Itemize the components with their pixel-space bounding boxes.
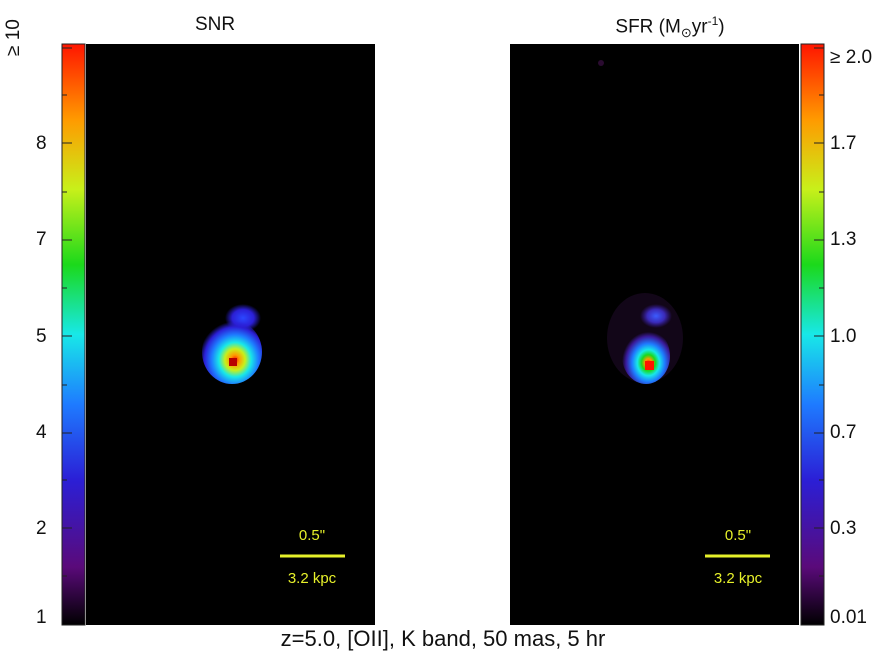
right-tick-1-0: 1.0 bbox=[830, 326, 857, 347]
right-faint-pixel bbox=[598, 60, 604, 66]
right-tick-0-01: 0.01 bbox=[830, 607, 867, 628]
figure-caption: z=5.0, [OII], K band, 50 mas, 5 hr bbox=[280, 626, 606, 651]
left-peak-pixel bbox=[229, 358, 237, 366]
right-tick-1-7: 1.7 bbox=[830, 133, 857, 154]
right-colorbar bbox=[800, 43, 825, 626]
left-tick-8: 8 bbox=[36, 133, 47, 154]
exponent: -1 bbox=[707, 14, 719, 28]
left-colorbar bbox=[61, 43, 86, 626]
solar-symbol: ⊙ bbox=[680, 25, 692, 41]
left-tick-7: 7 bbox=[36, 229, 47, 250]
right-scale-angular: 0.5" bbox=[725, 527, 751, 544]
left-panel-title: SNR bbox=[194, 14, 236, 35]
left-tick-1: 1 bbox=[36, 607, 47, 628]
left-scale-angular: 0.5" bbox=[299, 527, 325, 544]
right-peak-pixel bbox=[645, 361, 654, 370]
right-tick-0-7: 0.7 bbox=[830, 422, 857, 443]
right-colorbar-ticks bbox=[814, 47, 824, 577]
right-panel-title: SFR (M⊙yr-1) bbox=[580, 14, 760, 41]
sfr-label: SFR (M bbox=[615, 16, 681, 38]
close-paren: ) bbox=[718, 16, 725, 38]
left-tick-2: 2 bbox=[36, 518, 47, 539]
left-tick-5: 5 bbox=[36, 326, 47, 347]
yr-label: yr bbox=[691, 16, 708, 38]
right-tick-1-3: 1.3 bbox=[830, 229, 857, 250]
left-scale-physical: 3.2 kpc bbox=[288, 570, 337, 587]
left-tick-top: ≥ 10 bbox=[3, 19, 24, 56]
right-galaxy-blob bbox=[622, 328, 670, 384]
left-colorbar-ticks bbox=[62, 47, 72, 577]
left-galaxy-blob bbox=[202, 320, 262, 384]
right-tick-0-3: 0.3 bbox=[830, 518, 857, 539]
right-galaxy-knot bbox=[640, 304, 672, 328]
right-scale-physical: 3.2 kpc bbox=[714, 570, 763, 587]
right-tick-top: ≥ 2.0 bbox=[830, 47, 873, 68]
left-tick-4: 4 bbox=[36, 422, 47, 443]
